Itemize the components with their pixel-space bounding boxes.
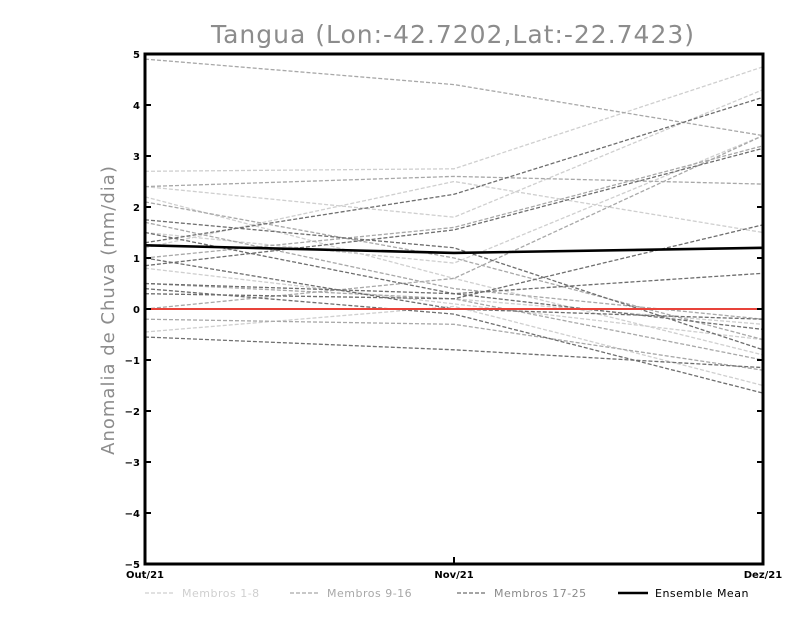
x-axis-ticks: Out/21 Nov/21 Dez/21 [126, 557, 782, 581]
y-tick-label: 3 [133, 152, 140, 163]
series-line-group-1-member-3 [145, 136, 763, 264]
y-tick-label: −1 [125, 356, 140, 367]
series-line-group-1-member-2 [145, 90, 763, 218]
y-tick-label: 4 [133, 101, 140, 112]
series-line-group-2-member-4 [145, 222, 763, 319]
y-tick-label: −2 [125, 407, 140, 418]
y-axis-label: Anomalia de Chuva (mm/dia) [98, 165, 119, 455]
series-line-group-2-member-6 [145, 136, 763, 309]
y-tick-label: 5 [133, 50, 140, 61]
chart-title: Tangua (Lon:-42.7202,Lat:-22.7423) [210, 20, 695, 49]
chart-canvas: Tangua (Lon:-42.7202,Lat:-22.7423) Anoma… [0, 0, 800, 618]
x-tick-label: Out/21 [126, 570, 164, 581]
legend-label-4: Ensemble Mean [655, 587, 749, 600]
legend-label-2: Membros 9-16 [327, 587, 412, 600]
x-tick-label: Dez/21 [744, 570, 783, 581]
y-tick-label: −4 [125, 509, 140, 520]
y-tick-label: 0 [133, 305, 140, 316]
y-tick-label: 2 [133, 203, 140, 214]
y-tick-label: −3 [125, 458, 140, 469]
series-line-group-1-member-6 [145, 306, 763, 385]
legend: Membros 1-8 Membros 9-16 Membros 17-25 Ense… [145, 587, 749, 600]
series-line-group-1-member-1 [145, 67, 763, 172]
y-tick-label: 1 [133, 254, 140, 265]
series-line-group-1-member-8 [145, 182, 763, 248]
legend-label-1: Membros 1-8 [182, 587, 260, 600]
series-line-group-1-member-7 [145, 197, 763, 355]
series-line-group-3-member-1 [145, 220, 763, 350]
legend-label-3: Membros 17-25 [494, 587, 587, 600]
x-tick-label: Nov/21 [434, 570, 473, 581]
member-lines [145, 59, 763, 393]
series-line-group-3-member-4 [145, 273, 763, 293]
